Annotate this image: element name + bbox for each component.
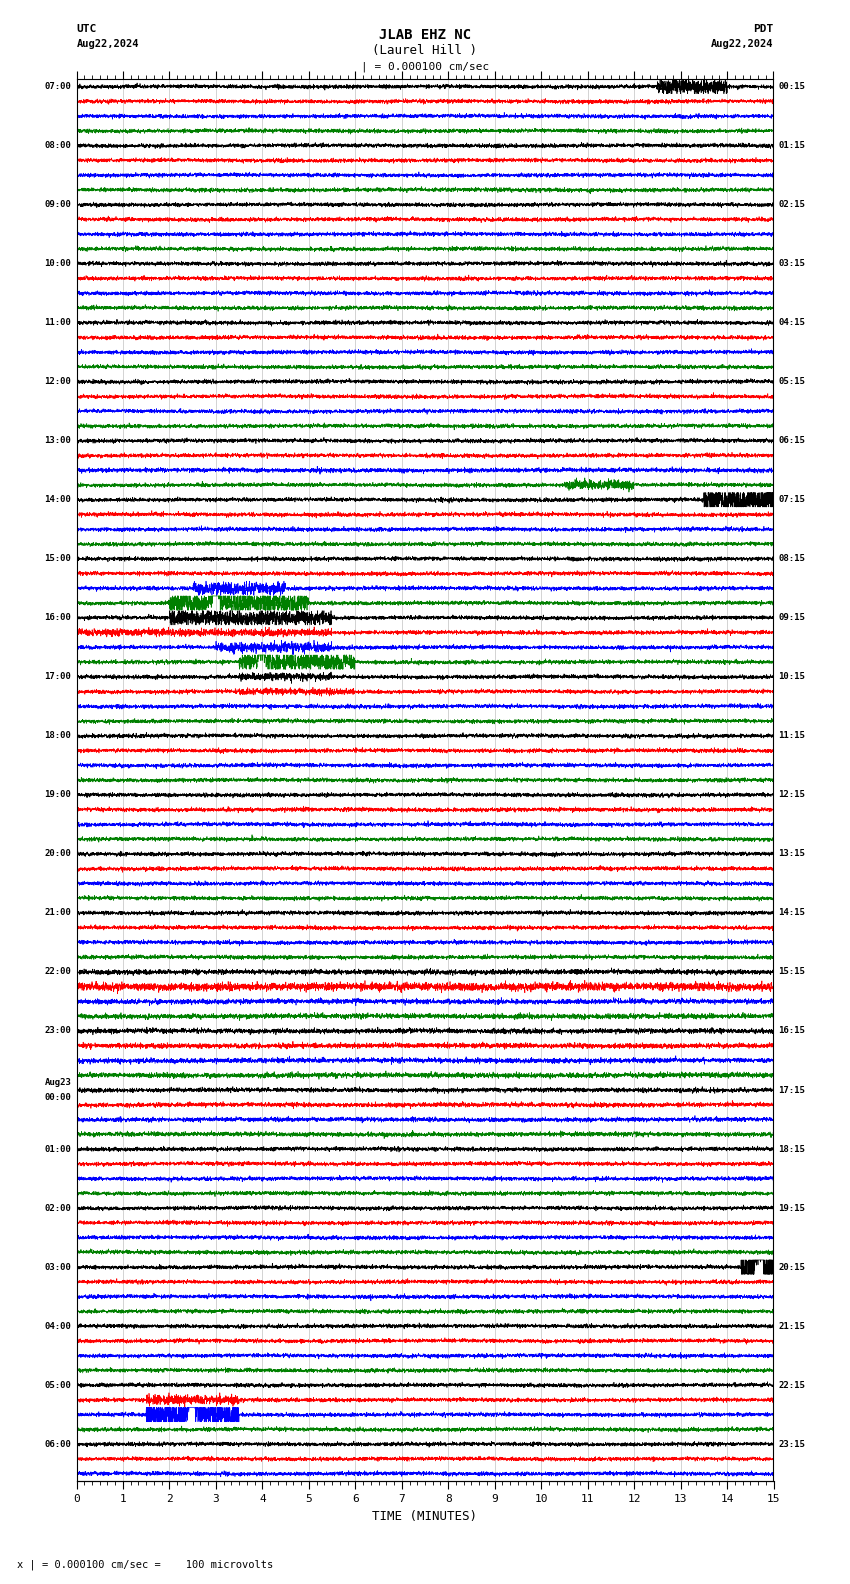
Text: 06:00: 06:00 bbox=[44, 1440, 71, 1449]
Text: 01:15: 01:15 bbox=[779, 141, 806, 150]
Text: 15:00: 15:00 bbox=[44, 554, 71, 564]
Text: 08:00: 08:00 bbox=[44, 141, 71, 150]
Text: 03:00: 03:00 bbox=[44, 1262, 71, 1272]
Text: 12:15: 12:15 bbox=[779, 790, 806, 800]
Text: 13:00: 13:00 bbox=[44, 436, 71, 445]
Text: 02:00: 02:00 bbox=[44, 1204, 71, 1212]
Text: 07:00: 07:00 bbox=[44, 82, 71, 90]
Text: 23:15: 23:15 bbox=[779, 1440, 806, 1449]
Text: 02:15: 02:15 bbox=[779, 200, 806, 209]
Text: 18:00: 18:00 bbox=[44, 732, 71, 740]
Text: 14:00: 14:00 bbox=[44, 496, 71, 504]
Text: 16:15: 16:15 bbox=[779, 1026, 806, 1036]
Text: JLAB EHZ NC: JLAB EHZ NC bbox=[379, 29, 471, 41]
Text: 18:15: 18:15 bbox=[779, 1145, 806, 1153]
Text: 13:15: 13:15 bbox=[779, 849, 806, 859]
Text: 10:15: 10:15 bbox=[779, 672, 806, 681]
X-axis label: TIME (MINUTES): TIME (MINUTES) bbox=[372, 1510, 478, 1522]
Text: 05:00: 05:00 bbox=[44, 1381, 71, 1389]
Text: 09:00: 09:00 bbox=[44, 200, 71, 209]
Text: 05:15: 05:15 bbox=[779, 377, 806, 386]
Text: Aug22,2024: Aug22,2024 bbox=[76, 40, 139, 49]
Text: 11:00: 11:00 bbox=[44, 318, 71, 328]
Text: 15:15: 15:15 bbox=[779, 968, 806, 976]
Text: 20:00: 20:00 bbox=[44, 849, 71, 859]
Text: 21:00: 21:00 bbox=[44, 909, 71, 917]
Text: 21:15: 21:15 bbox=[779, 1321, 806, 1331]
Text: 06:15: 06:15 bbox=[779, 436, 806, 445]
Text: 07:15: 07:15 bbox=[779, 496, 806, 504]
Text: | = 0.000100 cm/sec: | = 0.000100 cm/sec bbox=[361, 62, 489, 71]
Text: UTC: UTC bbox=[76, 24, 97, 33]
Text: 04:00: 04:00 bbox=[44, 1321, 71, 1331]
Text: 08:15: 08:15 bbox=[779, 554, 806, 564]
Text: 04:15: 04:15 bbox=[779, 318, 806, 328]
Text: 16:00: 16:00 bbox=[44, 613, 71, 623]
Text: 20:15: 20:15 bbox=[779, 1262, 806, 1272]
Text: 17:00: 17:00 bbox=[44, 672, 71, 681]
Text: 19:15: 19:15 bbox=[779, 1204, 806, 1212]
Text: Aug22,2024: Aug22,2024 bbox=[711, 40, 774, 49]
Text: Aug23: Aug23 bbox=[44, 1079, 71, 1087]
Text: (Laurel Hill ): (Laurel Hill ) bbox=[372, 44, 478, 57]
Text: 03:15: 03:15 bbox=[779, 260, 806, 268]
Text: 09:15: 09:15 bbox=[779, 613, 806, 623]
Text: 23:00: 23:00 bbox=[44, 1026, 71, 1036]
Text: 17:15: 17:15 bbox=[779, 1085, 806, 1095]
Text: 12:00: 12:00 bbox=[44, 377, 71, 386]
Text: 00:15: 00:15 bbox=[779, 82, 806, 90]
Text: PDT: PDT bbox=[753, 24, 774, 33]
Text: 11:15: 11:15 bbox=[779, 732, 806, 740]
Text: 22:00: 22:00 bbox=[44, 968, 71, 976]
Text: 01:00: 01:00 bbox=[44, 1145, 71, 1153]
Text: 00:00: 00:00 bbox=[44, 1093, 71, 1101]
Text: 22:15: 22:15 bbox=[779, 1381, 806, 1389]
Text: 14:15: 14:15 bbox=[779, 909, 806, 917]
Text: 19:00: 19:00 bbox=[44, 790, 71, 800]
Text: 10:00: 10:00 bbox=[44, 260, 71, 268]
Text: x | = 0.000100 cm/sec =    100 microvolts: x | = 0.000100 cm/sec = 100 microvolts bbox=[17, 1560, 273, 1570]
